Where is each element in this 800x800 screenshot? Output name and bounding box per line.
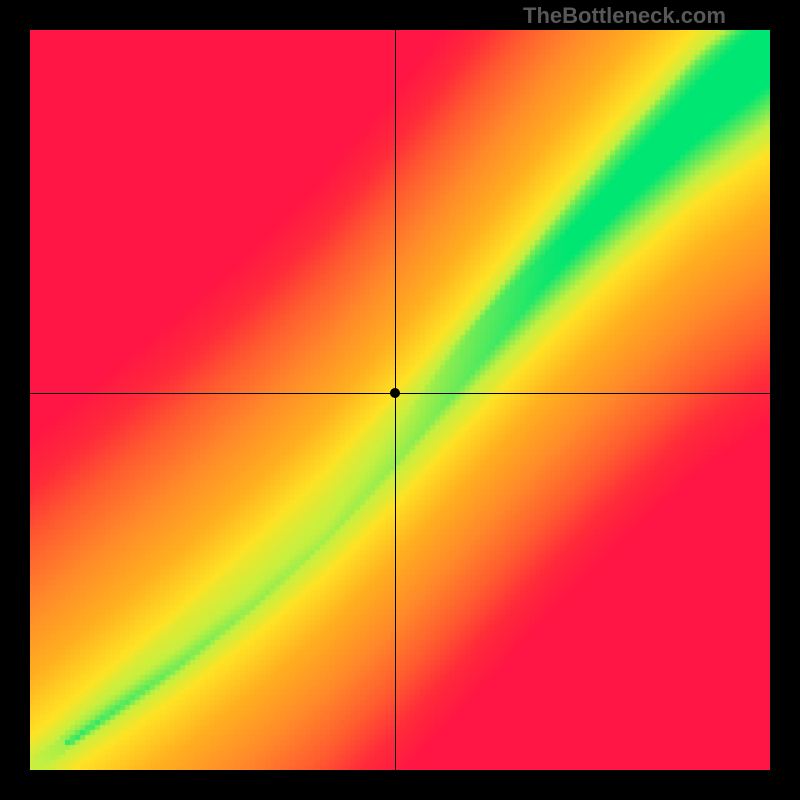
bottleneck-heatmap [30, 30, 770, 770]
crosshair-point [390, 388, 400, 398]
watermark-text: TheBottleneck.com [523, 3, 726, 29]
crosshair-horizontal [30, 393, 770, 394]
crosshair-vertical [395, 30, 396, 770]
